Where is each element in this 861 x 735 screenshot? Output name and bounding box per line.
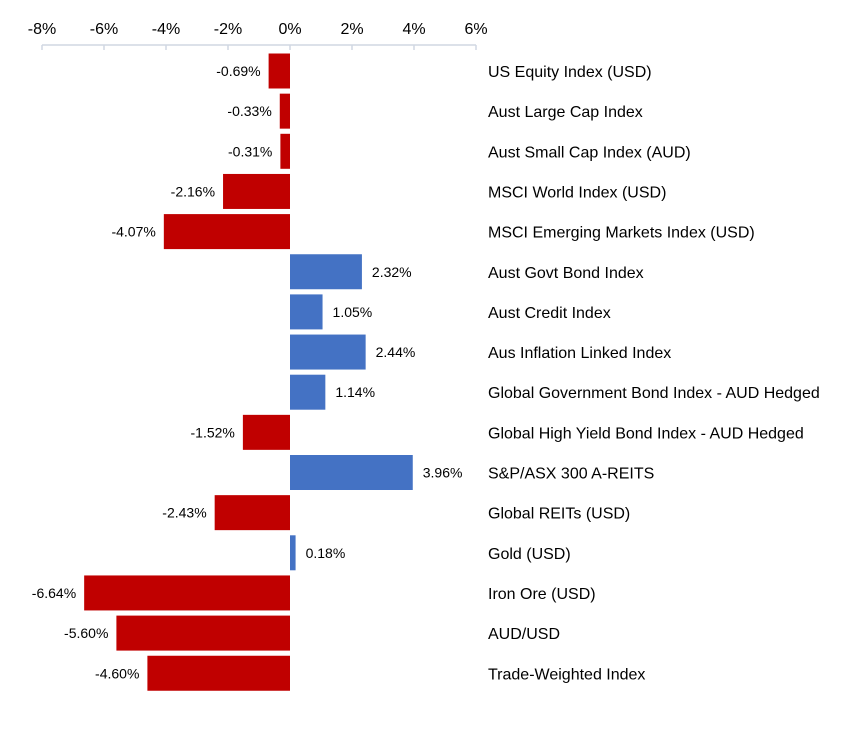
data-label: 3.96% bbox=[423, 465, 463, 481]
category-label: Aust Small Cap Index (AUD) bbox=[488, 144, 691, 161]
x-tick-label: 2% bbox=[340, 21, 363, 38]
category-label: S&P/ASX 300 A-REITS bbox=[488, 466, 654, 483]
category-label: Trade-Weighted Index bbox=[488, 666, 645, 683]
category-label: Global Government Bond Index - AUD Hedge… bbox=[488, 385, 820, 402]
bar bbox=[290, 374, 326, 410]
data-label: -0.33% bbox=[227, 103, 271, 119]
bar bbox=[290, 535, 296, 571]
bar bbox=[163, 214, 290, 250]
data-label: -1.52% bbox=[191, 424, 235, 440]
bar bbox=[290, 455, 413, 490]
x-tick-label: -2% bbox=[214, 21, 242, 38]
category-label: Global High Yield Bond Index - AUD Hedge… bbox=[488, 425, 804, 442]
category-label: AUD/USD bbox=[488, 626, 560, 643]
x-tick-label: 4% bbox=[402, 21, 425, 38]
category-labels: US Equity Index (USD) Aust Large Cap Inde… bbox=[488, 64, 820, 683]
data-label: -4.60% bbox=[95, 665, 139, 681]
data-label: -5.60% bbox=[64, 625, 108, 641]
bar bbox=[290, 294, 323, 330]
category-label: Gold (USD) bbox=[488, 546, 571, 563]
bar bbox=[147, 655, 290, 691]
category-label: Global REITs (USD) bbox=[488, 506, 630, 523]
data-label: 2.32% bbox=[372, 264, 412, 280]
bar bbox=[280, 133, 290, 169]
data-label: -4.07% bbox=[111, 224, 155, 240]
data-label: 1.05% bbox=[333, 304, 373, 320]
x-axis: -8% -6% -4% -2% 0% 2% 4% 6% bbox=[28, 21, 488, 50]
category-label: Iron Ore (USD) bbox=[488, 586, 596, 603]
data-label: -2.16% bbox=[171, 183, 215, 199]
data-labels: -0.69% -0.33% -0.31% -2.16% -4.07% 2.32% 1.05%… bbox=[32, 63, 463, 681]
bar bbox=[279, 93, 290, 129]
data-label: -0.69% bbox=[216, 63, 260, 79]
bar bbox=[290, 334, 366, 370]
category-label: Aust Large Cap Index bbox=[488, 104, 643, 121]
x-tick-label: 6% bbox=[464, 21, 487, 38]
category-label: Aus Inflation Linked Index bbox=[488, 345, 671, 362]
x-tick-label: 0% bbox=[278, 21, 301, 38]
data-label: 0.18% bbox=[306, 545, 346, 561]
bars bbox=[84, 53, 413, 691]
bar bbox=[214, 495, 290, 531]
data-label: -0.31% bbox=[228, 143, 272, 159]
bar bbox=[116, 615, 291, 651]
bar bbox=[223, 173, 290, 209]
category-label: MSCI World Index (USD) bbox=[488, 184, 666, 201]
data-label: 2.44% bbox=[376, 344, 416, 360]
category-label: Aust Credit Index bbox=[488, 305, 611, 322]
x-tick-label: -8% bbox=[28, 21, 56, 38]
x-tick-label: -4% bbox=[152, 21, 180, 38]
bar bbox=[268, 53, 290, 89]
data-label: -6.64% bbox=[32, 585, 76, 601]
category-label: MSCI Emerging Markets Index (USD) bbox=[488, 225, 755, 242]
data-label: -2.43% bbox=[162, 505, 206, 521]
x-tick-label: -6% bbox=[90, 21, 118, 38]
data-label: 1.14% bbox=[335, 384, 375, 400]
category-label: US Equity Index (USD) bbox=[488, 64, 652, 81]
bar bbox=[290, 254, 362, 290]
bar bbox=[242, 414, 290, 450]
category-label: Aust Govt Bond Index bbox=[488, 265, 644, 282]
bar bbox=[84, 575, 290, 611]
